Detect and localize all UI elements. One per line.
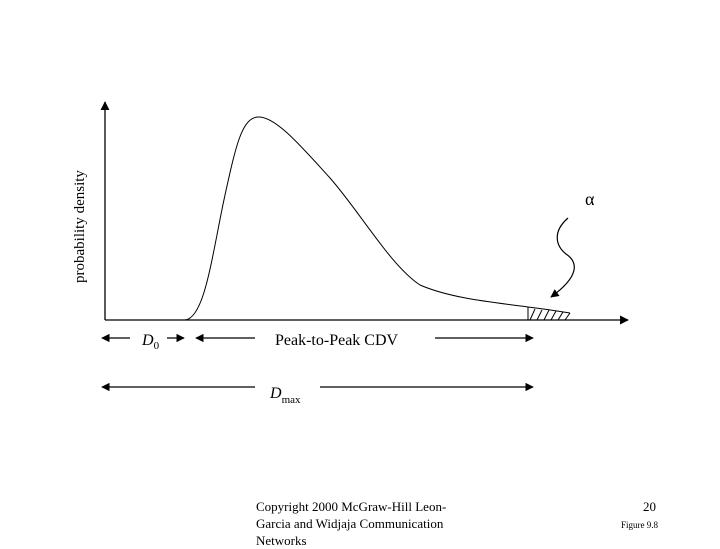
- alpha-label: α: [585, 189, 595, 209]
- cdv-label: Peak-to-Peak CDV: [275, 332, 399, 349]
- alpha-tail-hatching: [529, 308, 571, 321]
- d0-label: D0: [141, 332, 160, 352]
- dmax-label: Dmax: [269, 385, 301, 406]
- density-curve: [184, 116, 571, 321]
- page-number: 20: [643, 499, 656, 514]
- figure-label: Figure 9.8: [621, 520, 658, 530]
- y-axis-label: probability density: [72, 170, 88, 283]
- alpha-pointer-arrow: [550, 217, 575, 298]
- copyright-notice: Copyright 2000 McGraw-Hill Leon- Garcia …: [256, 499, 447, 548]
